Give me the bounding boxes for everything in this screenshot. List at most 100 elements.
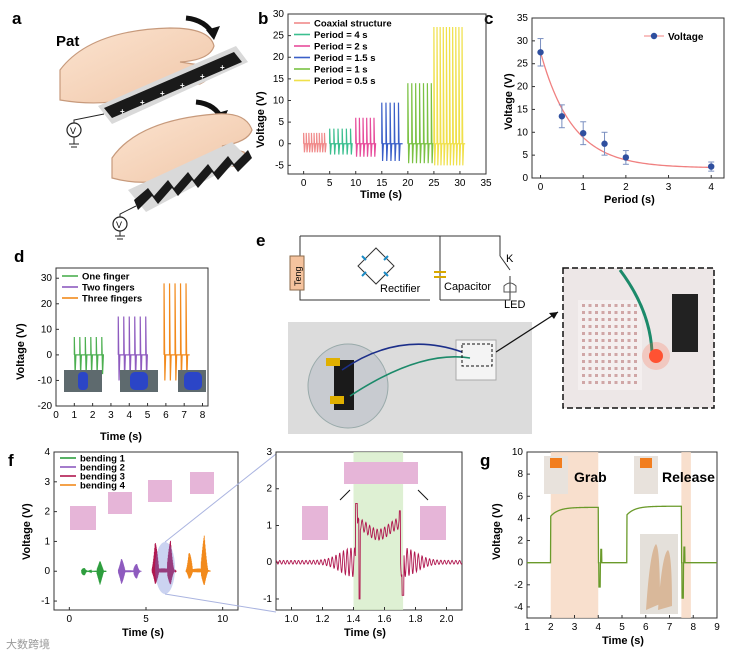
chart-b-series-5 [433,26,466,166]
breadboard-hole [634,311,637,314]
breadboard-hole [601,374,605,377]
chart-b: 0 5 10 15 20 25 30 35 -5 0 5 10 15 20 25 30 Coaxial str… [255,9,492,201]
breadboard-hole [608,325,611,328]
chart-f-right-xtick-label: 2.0 [440,614,454,625]
breadboard-hole [634,304,637,307]
breadboard-hole [582,353,585,356]
chart-d-xtick-label: 5 [145,410,151,421]
breadboard-hole [614,339,618,342]
breadboard-hole [588,360,592,363]
chart-b-legend-entry: Period = 2 s [314,42,368,53]
chart-b-series-4 [407,83,434,164]
breadboard-hole [608,346,611,349]
breadboard-hole [621,374,624,377]
chart-g-xtick-label: 3 [572,622,578,633]
breadboard-hole [588,304,592,307]
chart-g-series-0 [527,505,717,599]
chart-g-xtick-label: 7 [667,622,673,633]
breadboard-hole [621,325,624,328]
chart-d-ytick-label: 0 [46,350,52,361]
chart-g-xtick-label: 1 [524,622,530,633]
chart-f-left-legend-entry: bending 4 [80,481,126,492]
breadboard-hole [634,339,637,342]
chart-b-xtick-label: 30 [454,178,466,189]
breadboard-hole [595,346,598,349]
breadboard-hole [582,311,585,314]
breadboard-hole [634,346,637,349]
chart-f-right-ytick-label: 2 [266,484,272,495]
breadboard-hole [595,367,598,370]
led-lit [649,349,663,363]
breadboard-hole [595,318,598,321]
rectifier-label: Rectifier [380,283,421,295]
breadboard-hole [627,367,631,370]
breadboard-hole [608,353,611,356]
breadboard-hole [595,332,598,335]
chart-g-xtick-label: 9 [714,622,720,633]
breadboard-hole [588,367,592,370]
breadboard-hole [621,318,624,321]
release-label: Release [662,469,715,485]
chart-f-right-xtick-label: 1.6 [378,614,392,625]
chart-g-xlabel: Time (s) [602,635,644,647]
breadboard-hole [601,325,605,328]
chart-g-ytick-label: -4 [514,602,523,613]
breadboard-hole [621,353,624,356]
chart-c-ytick-label: 0 [522,173,528,184]
breadboard-hole [614,304,618,307]
chart-f-right-ytick-label: 3 [266,447,272,458]
chart-b-series [303,26,466,166]
chart-c-point [537,49,544,56]
chart-g-ytick-label: 10 [512,447,524,458]
chart-b-xtick-label: 20 [402,178,414,189]
chart-g-ytick-label: 4 [517,513,523,524]
zoom-region [155,542,175,594]
svg-text:V: V [116,220,122,230]
grab-label: Grab [574,469,607,485]
chart-f-right-xtick-label: 1.0 [285,614,299,625]
panel-e: Teng Rectifier Capacitor K LED [288,235,715,434]
chart-c: 0 1 2 3 4 0 5 10 15 20 25 30 35 Voltage Period (s) V… [503,13,725,206]
chart-c-ytick-label: 25 [517,59,529,70]
breadboard-hole [614,353,618,356]
breadboard-hole [627,339,631,342]
chart-d-xtick-label: 4 [126,410,132,421]
chart-c-xtick-label: 0 [538,182,544,193]
chart-d-ytick-label: -20 [38,401,53,412]
panel-label-d: d [14,247,24,266]
device-lower [134,150,252,210]
breadboard-hole [588,339,592,342]
breadboard-hole [621,346,624,349]
chart-c-point [708,163,715,170]
breadboard-hole [634,325,637,328]
chart-c-ylabel: Voltage (V) [503,73,515,130]
breadboard-hole [627,353,631,356]
chart-b-series-2 [355,117,377,157]
breadboard-hole [627,311,631,314]
svg-text:+: + [120,107,125,116]
chart-c-point [622,154,630,161]
chart-c-ytick-label: 20 [517,82,529,93]
chart-d-series-2 [163,283,190,381]
chart-f-right-xtick-label: 1.4 [347,614,361,625]
chart-b-ytick-label: -5 [275,160,284,171]
breadboard-hole [627,346,631,349]
chart-b-legend-entry: Period = 1.5 s [314,53,376,64]
chart-f-left-series-0 [81,561,107,585]
led-icon [503,282,517,293]
panel-label-c: c [484,9,493,28]
chart-g-xtick-label: 5 [619,622,625,633]
chart-d-legend-entry: One finger [82,272,130,283]
breadboard-hole [601,318,605,321]
chart-d-xlabel: Time (s) [100,431,142,443]
breadboard-hole [634,353,637,356]
chart-f-right-ytick-label: 0 [266,557,272,568]
chart-c-xtick-label: 1 [580,182,586,193]
chart-g-shade [681,452,691,618]
chart-d-series-1 [117,316,148,381]
svg-text:+: + [220,63,225,72]
breadboard-hole [582,325,585,328]
